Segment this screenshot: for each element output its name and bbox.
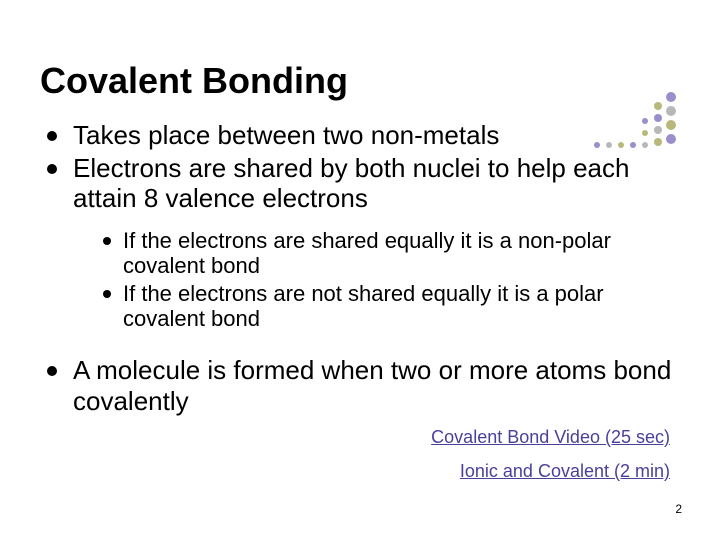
bullet-text: If the electrons are shared equally it i… — [123, 228, 611, 278]
spacer — [45, 339, 675, 353]
link-wrap: Ionic and Covalent (2 min) — [460, 461, 670, 482]
bullet-list: Takes place between two non-metals Elect… — [45, 120, 675, 417]
link-wrap: Covalent Bond Video (25 sec) — [431, 427, 670, 448]
ionic-covalent-link[interactable]: Ionic and Covalent (2 min) — [460, 461, 670, 481]
slide-title: Covalent Bonding — [40, 60, 675, 102]
list-item: A molecule is formed when two or more at… — [45, 355, 675, 416]
bullet-text: Takes place between two non-metals — [73, 120, 499, 150]
page-number: 2 — [675, 502, 682, 516]
list-item: Takes place between two non-metals — [45, 120, 675, 151]
dot-icon — [666, 106, 676, 116]
bullet-text: A molecule is formed when two or more at… — [73, 355, 671, 416]
list-item: If the electrons are not shared equally … — [101, 281, 675, 332]
dot-icon — [666, 92, 676, 102]
list-item: Electrons are shared by both nuclei to h… — [45, 153, 675, 332]
dot-icon — [654, 102, 662, 110]
slide: Covalent Bonding Takes place between two… — [0, 0, 720, 540]
list-item: If the electrons are shared equally it i… — [101, 228, 675, 279]
bullet-text: Electrons are shared by both nuclei to h… — [73, 153, 629, 214]
covalent-video-link[interactable]: Covalent Bond Video (25 sec) — [431, 427, 670, 447]
bullet-text: If the electrons are not shared equally … — [123, 281, 604, 331]
sub-bullet-list: If the electrons are shared equally it i… — [101, 228, 675, 331]
